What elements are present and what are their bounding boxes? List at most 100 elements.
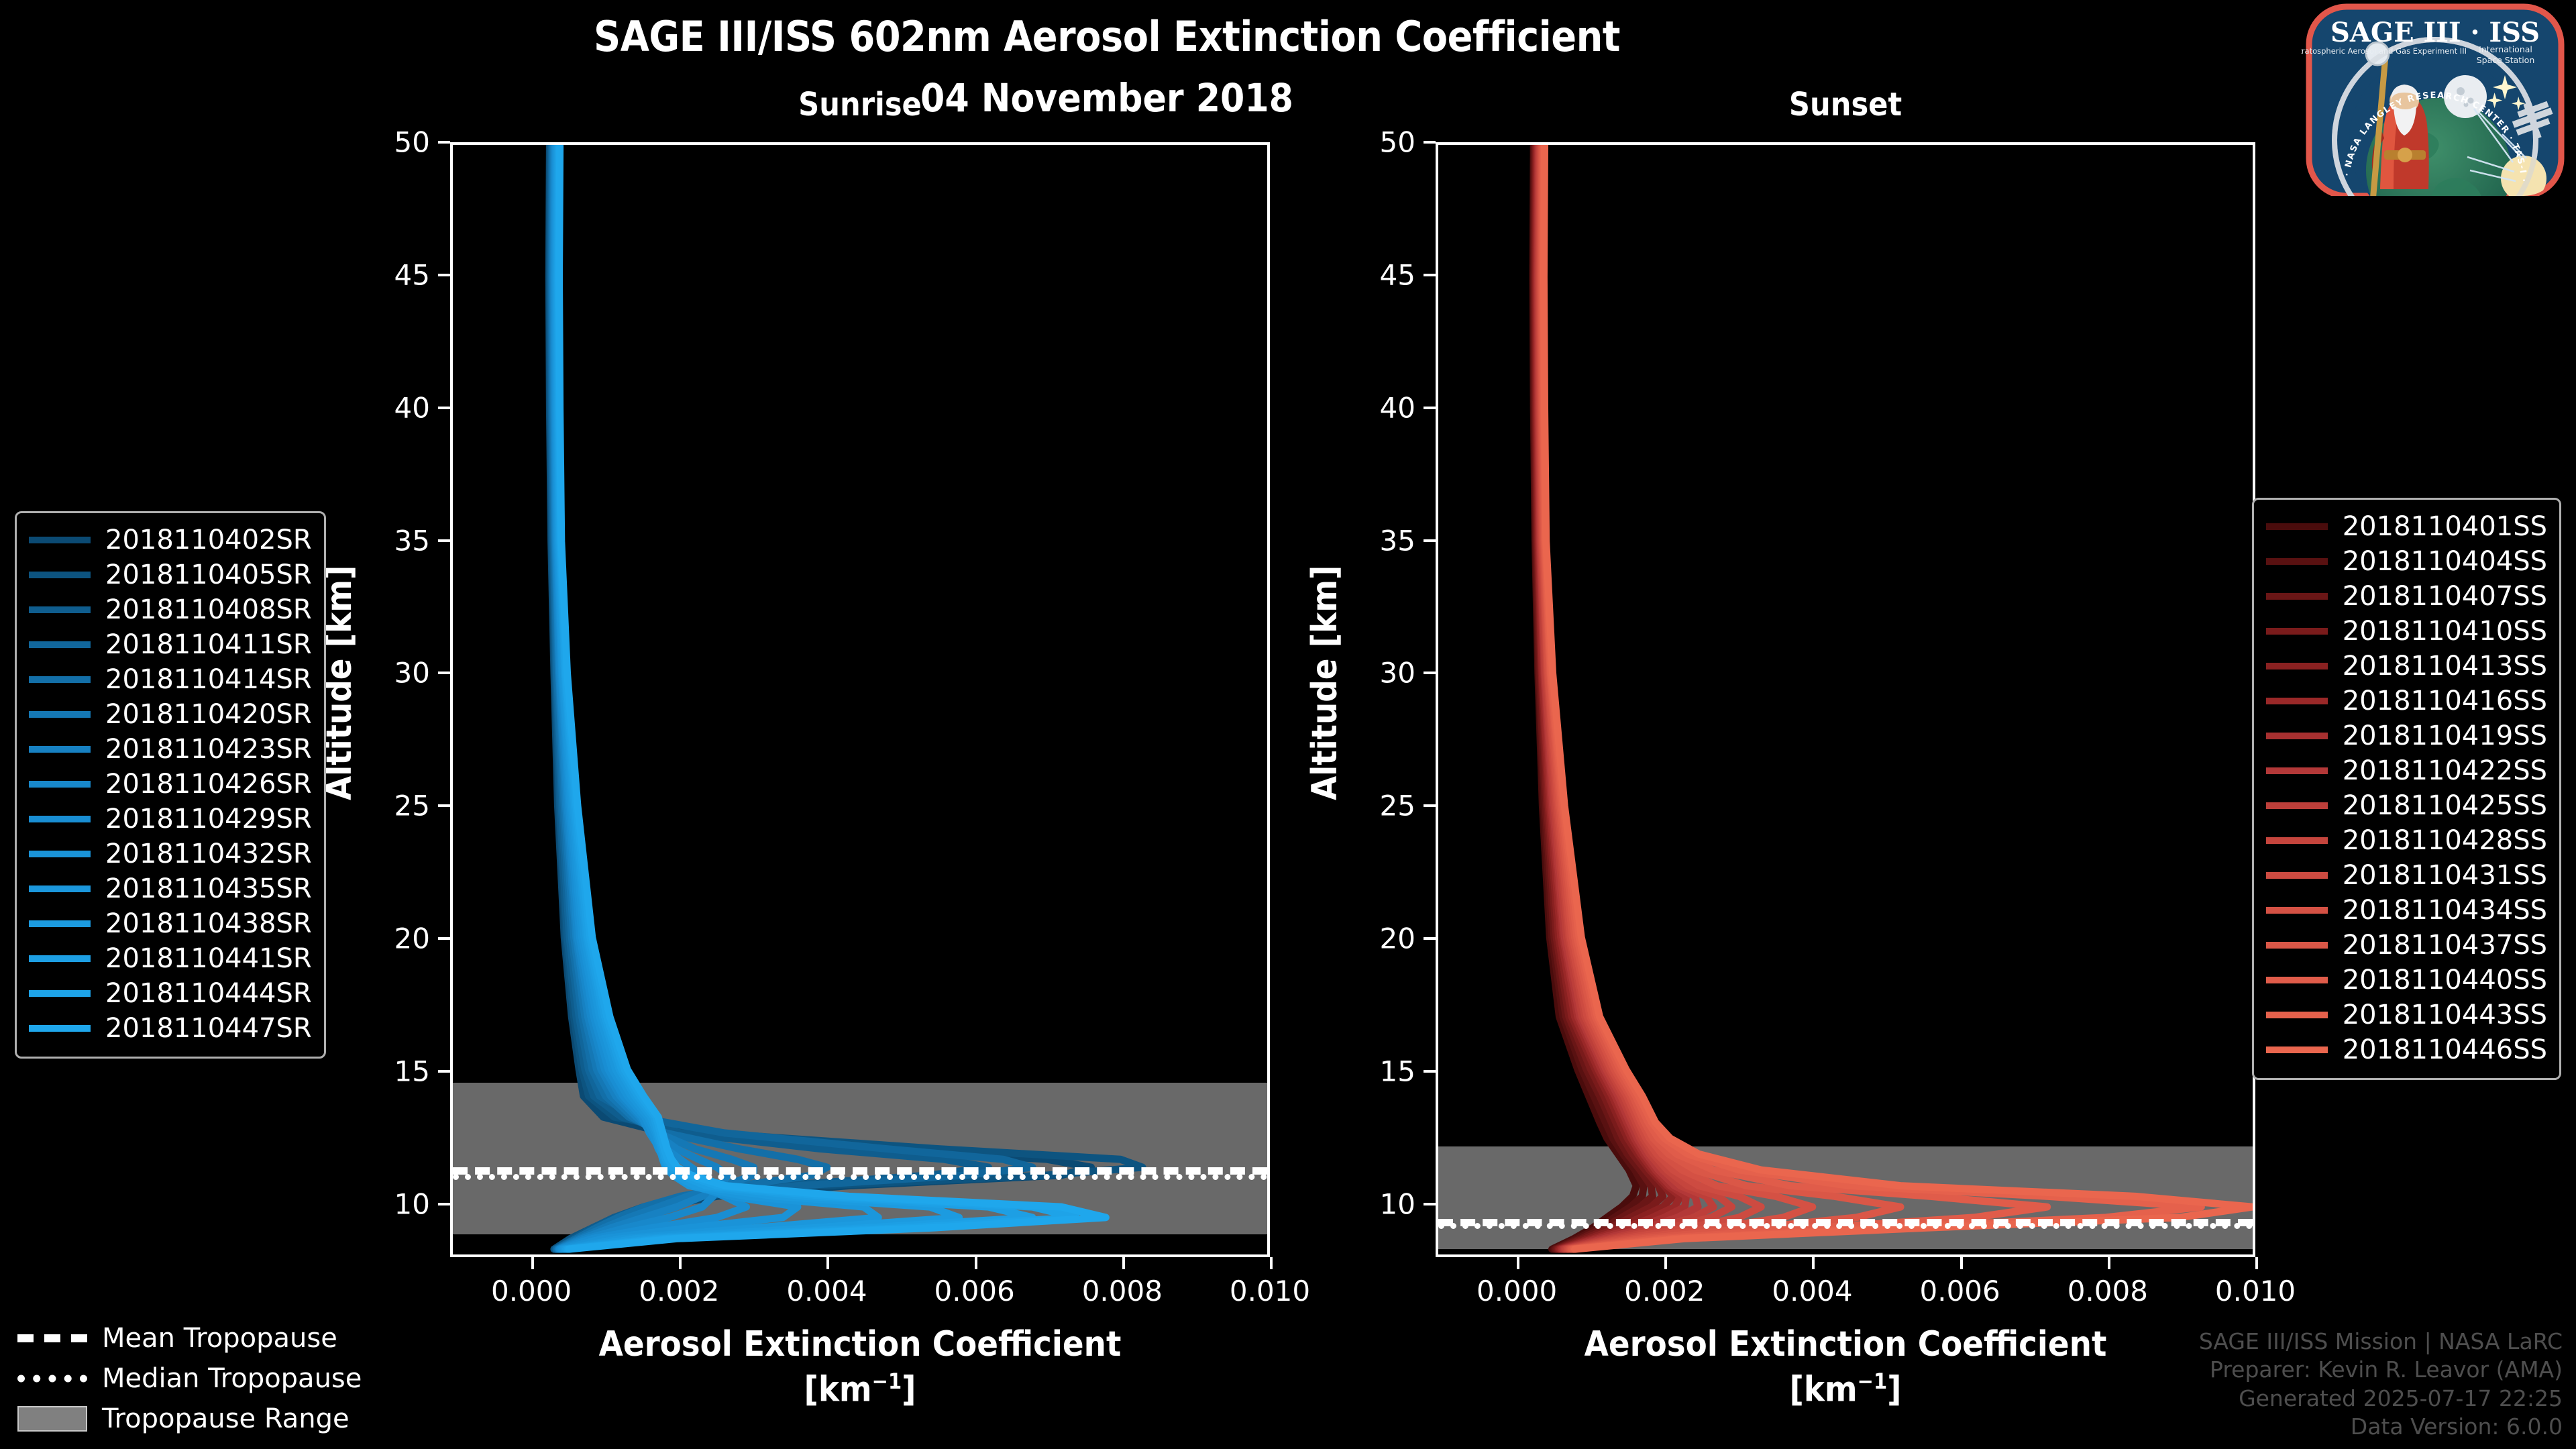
mean-tropopause-line bbox=[453, 1167, 1267, 1175]
y-tick-label: 45 bbox=[1379, 258, 1415, 292]
legend-item[interactable]: 2018110440SS bbox=[2265, 963, 2547, 998]
legend-item[interactable]: 2018110437SS bbox=[2265, 928, 2547, 963]
legend-item[interactable]: 2018110432SR bbox=[29, 837, 312, 871]
legend-color-swatch bbox=[2265, 977, 2328, 983]
y-tick-label: 40 bbox=[1379, 391, 1415, 425]
x-tick-label: 0.008 bbox=[2067, 1275, 2148, 1307]
legend-color-swatch bbox=[2265, 837, 2328, 844]
legend-item-label: 2018110414SR bbox=[105, 664, 312, 695]
legend-color-swatch bbox=[29, 746, 91, 753]
credits-block: SAGE III/ISS Mission | NASA LaRC Prepare… bbox=[2199, 1328, 2563, 1441]
legend-item[interactable]: 2018110443SS bbox=[2265, 998, 2547, 1032]
legend-item[interactable]: 2018110401SS bbox=[2265, 509, 2547, 544]
y-tick-mark bbox=[438, 804, 450, 808]
legend-item[interactable]: 2018110444SR bbox=[29, 976, 312, 1011]
legend-item-label: 2018110446SS bbox=[2342, 1034, 2547, 1065]
legend-color-swatch bbox=[29, 1025, 91, 1032]
legend-item-label: 2018110408SR bbox=[105, 594, 312, 625]
legend-color-swatch bbox=[29, 851, 91, 857]
credits-line-generated: Generated 2025-07-17 22:25 bbox=[2239, 1385, 2563, 1411]
legend-item[interactable]: 2018110422SS bbox=[2265, 753, 2547, 788]
y-tick-label: 15 bbox=[394, 1055, 430, 1088]
tropopause-range-swatch bbox=[15, 1406, 90, 1432]
tropopause-legend-label: Tropopause Range bbox=[102, 1403, 350, 1434]
tropopause-legend-item: Tropopause Range bbox=[15, 1399, 362, 1439]
x-tick-label: 0.004 bbox=[1772, 1275, 1853, 1307]
legend-item-label: 2018110438SR bbox=[105, 908, 312, 939]
legend-color-swatch bbox=[29, 537, 91, 543]
legend-item[interactable]: 2018110404SS bbox=[2265, 544, 2547, 579]
legend-item[interactable]: 2018110414SR bbox=[29, 662, 312, 697]
y-tick-mark bbox=[1424, 406, 1436, 409]
legend-item[interactable]: 2018110407SS bbox=[2265, 579, 2547, 614]
mean-tropopause-line bbox=[1438, 1218, 2253, 1226]
legend-item[interactable]: 2018110405SR bbox=[29, 557, 312, 592]
y-tick-mark bbox=[1424, 1070, 1436, 1073]
legend-color-swatch bbox=[2265, 872, 2328, 879]
x-axis-label-sunset: Aerosol Extinction Coefficient [km−1] bbox=[1436, 1324, 2255, 1409]
legend-item[interactable]: 2018110416SS bbox=[2265, 684, 2547, 718]
legend-item[interactable]: 2018110413SS bbox=[2265, 649, 2547, 684]
x-tick-label: 0.000 bbox=[490, 1275, 572, 1307]
sage-iii-iss-mission-patch-logo: SAGE III · ISS Stratospheric Aerosol and… bbox=[2294, 0, 2569, 199]
legend-item[interactable]: 2018110423SR bbox=[29, 732, 312, 767]
legend-item[interactable]: 2018110420SR bbox=[29, 697, 312, 732]
x-axis-unit: [km−1] bbox=[804, 1368, 916, 1410]
legend-item[interactable]: 2018110411SR bbox=[29, 627, 312, 662]
x-tick-mark bbox=[679, 1257, 682, 1269]
legend-item[interactable]: 2018110447SR bbox=[29, 1011, 312, 1046]
patch-title: SAGE III · ISS bbox=[2330, 17, 2540, 48]
legend-item[interactable]: 2018110402SR bbox=[29, 523, 312, 557]
profile-line bbox=[1540, 145, 2253, 1253]
legend-item[interactable]: 2018110425SS bbox=[2265, 788, 2547, 823]
x-tick-mark bbox=[1270, 1257, 1273, 1269]
legend-item[interactable]: 2018110408SR bbox=[29, 592, 312, 627]
legend-item[interactable]: 2018110446SS bbox=[2265, 1032, 2547, 1067]
y-tick-label: 40 bbox=[394, 391, 430, 425]
legend-item[interactable]: 2018110435SR bbox=[29, 871, 312, 906]
credits-line-preparer: Preparer: Kevin R. Leavor (AMA) bbox=[2210, 1356, 2563, 1383]
legend-color-swatch bbox=[2265, 1012, 2328, 1018]
legend-item-label: 2018110441SR bbox=[105, 943, 312, 974]
legend-item[interactable]: 2018110431SS bbox=[2265, 858, 2547, 893]
legend-color-swatch bbox=[2265, 523, 2328, 530]
y-tick-mark bbox=[1424, 937, 1436, 941]
x-tick-mark bbox=[1812, 1257, 1815, 1269]
legend-sunrise[interactable]: 2018110402SR 2018110405SR 2018110408SR 2018… bbox=[15, 511, 326, 1059]
profile-line bbox=[1536, 145, 1765, 1253]
legend-item-label: 2018110425SS bbox=[2342, 790, 2547, 821]
tropopause-mean-dash-icon bbox=[15, 1327, 90, 1350]
y-tick-label: 10 bbox=[1379, 1187, 1415, 1221]
legend-item[interactable]: 2018110410SS bbox=[2265, 614, 2547, 649]
y-tick-label: 25 bbox=[1379, 789, 1415, 822]
legend-item-label: 2018110411SR bbox=[105, 629, 312, 660]
legend-item-label: 2018110407SS bbox=[2342, 581, 2547, 612]
y-tick-mark bbox=[1424, 539, 1436, 542]
legend-color-swatch bbox=[29, 711, 91, 718]
legend-item-label: 2018110410SS bbox=[2342, 616, 2547, 647]
legend-color-swatch bbox=[2265, 1046, 2328, 1053]
legend-color-swatch bbox=[2265, 802, 2328, 809]
figure-date: 04 November 2018 bbox=[920, 75, 1293, 121]
legend-item[interactable]: 2018110441SR bbox=[29, 941, 312, 976]
legend-item[interactable]: 2018110434SS bbox=[2265, 893, 2547, 928]
plot-area-sunrise bbox=[450, 142, 1270, 1257]
y-tick-mark bbox=[438, 406, 450, 409]
y-tick-label: 30 bbox=[394, 656, 430, 690]
legend-item[interactable]: 2018110428SS bbox=[2265, 823, 2547, 858]
legend-color-swatch bbox=[29, 572, 91, 578]
legend-item[interactable]: 2018110419SS bbox=[2265, 718, 2547, 753]
y-tick-label: 15 bbox=[1379, 1055, 1415, 1088]
x-tick-mark bbox=[1664, 1257, 1668, 1269]
legend-sunset[interactable]: 2018110401SS 2018110404SS 2018110407SS 2018… bbox=[2251, 498, 2561, 1080]
y-tick-mark bbox=[438, 1070, 450, 1073]
legend-item[interactable]: 2018110429SR bbox=[29, 802, 312, 837]
legend-item-label: 2018110434SS bbox=[2342, 895, 2547, 926]
x-axis-label-sunrise: Aerosol Extinction Coefficient [km−1] bbox=[450, 1324, 1270, 1409]
legend-item[interactable]: 2018110438SR bbox=[29, 906, 312, 941]
x-tick-label: 0.008 bbox=[1081, 1275, 1163, 1307]
y-tick-label: 25 bbox=[394, 789, 430, 822]
panel-title-sunset: Sunset bbox=[1788, 86, 1902, 123]
legend-item[interactable]: 2018110426SR bbox=[29, 767, 312, 802]
legend-item-label: 2018110429SR bbox=[105, 804, 312, 835]
